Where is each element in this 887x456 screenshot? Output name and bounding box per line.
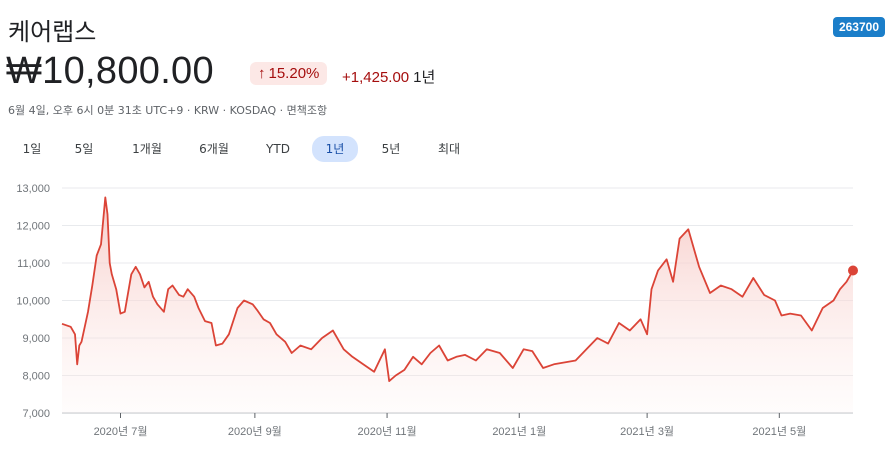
- arrow-up-icon: ↑: [258, 65, 266, 82]
- x-tick-label: 2020년 11월: [357, 425, 416, 438]
- change-percent-pill: ↑ 15.20%: [250, 62, 328, 85]
- x-tick-label: 2020년 7월: [94, 425, 148, 438]
- price-line: [61, 196, 854, 382]
- range-tab-ytd[interactable]: YTD: [266, 142, 290, 156]
- range-tab-1m[interactable]: 1개월: [132, 142, 162, 156]
- range-tab-6m[interactable]: 6개월: [199, 142, 229, 156]
- ticker-badge[interactable]: 263700: [832, 17, 885, 37]
- change-percent: 15.20%: [268, 65, 320, 82]
- y-tick-label: 11,000: [17, 258, 50, 270]
- range-tab-max[interactable]: 최대: [437, 142, 461, 156]
- last-price-marker: [848, 265, 858, 276]
- change-period: 1년: [413, 69, 436, 86]
- y-tick-label: 13,000: [16, 183, 50, 195]
- change-absolute-wrap: +1,425.00 1년: [342, 66, 435, 87]
- y-tick-label: 9,000: [22, 333, 50, 345]
- current-price: ₩10,800.00: [6, 50, 214, 92]
- x-tick-label: 2021년 3월: [620, 425, 674, 438]
- range-tab-1d[interactable]: 1일: [22, 142, 42, 156]
- range-tab-1y[interactable]: 1년: [312, 136, 358, 162]
- range-tab-5d[interactable]: 5일: [74, 142, 94, 156]
- y-axis: 7,000 8,000 9,000 10,000 11,000 12,000 13,000: [16, 183, 50, 420]
- y-tick-label: 8,000: [22, 371, 50, 383]
- price-chart[interactable]: 7,0008,0009,00010,00011,00012,00013,000 …: [0, 170, 887, 456]
- change-absolute: +1,425.00: [342, 69, 410, 86]
- stock-name: 케어랩스: [8, 18, 97, 46]
- x-tick-label: 2021년 5월: [752, 425, 806, 438]
- x-tick-label: 2021년 1월: [492, 425, 546, 438]
- quote-meta: 6월 4일, 오후 6시 0분 31초 UTC+9 · KRW · KOSDAQ…: [8, 104, 328, 117]
- price-area: [62, 197, 853, 413]
- y-tick-label: 7,000: [22, 408, 50, 420]
- y-tick-label: 10,000: [16, 296, 50, 308]
- x-axis: 2020년 7월 2020년 9월 2020년 11월 2021년 1월 2021년 3…: [94, 413, 806, 438]
- range-tab-5y[interactable]: 5년: [381, 142, 401, 156]
- y-tick-label: 12,000: [16, 221, 50, 233]
- x-tick-label: 2020년 9월: [228, 425, 282, 438]
